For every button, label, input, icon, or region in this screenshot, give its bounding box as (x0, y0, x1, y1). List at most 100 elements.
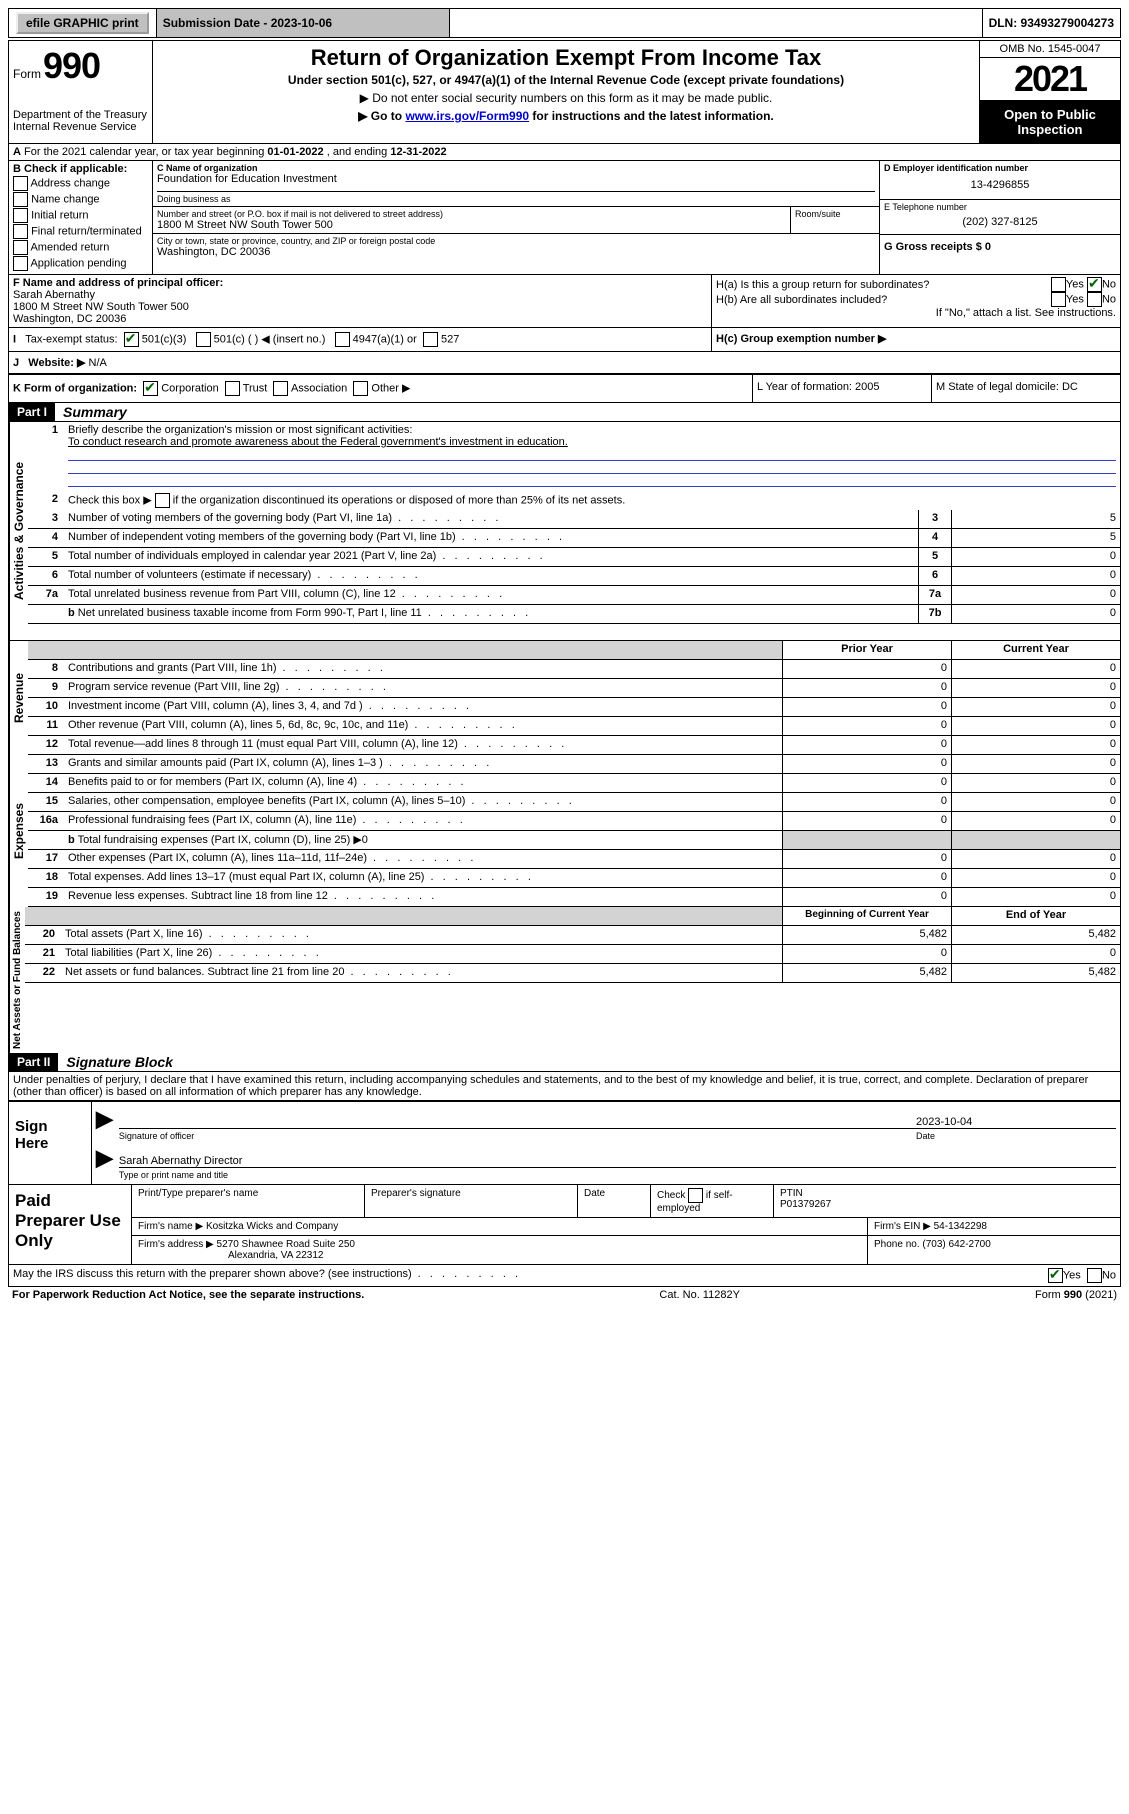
line-desc: Number of voting members of the governin… (64, 510, 918, 528)
section-c: C Name of organization Foundation for Ed… (153, 161, 880, 274)
line-desc: Contributions and grants (Part VIII, lin… (64, 660, 782, 678)
opt-address-change: Address change (30, 177, 110, 189)
opt-initial-return: Initial return (31, 209, 88, 221)
section-d-label: D Employer identification number (884, 163, 1116, 173)
section-k-label: K Form of organization: (13, 382, 137, 394)
omb-number: OMB No. 1545-0047 (980, 41, 1120, 58)
checkbox-self-employed[interactable] (688, 1188, 703, 1203)
checkbox-amended-return[interactable] (13, 240, 28, 255)
checkbox-assoc[interactable] (273, 381, 288, 396)
opt-trust: Trust (243, 382, 268, 394)
checkbox-501c[interactable] (196, 332, 211, 347)
ha-no: No (1102, 278, 1116, 290)
section-c-label: C Name of organization (157, 163, 875, 173)
checkbox-ha-no[interactable] (1087, 277, 1102, 292)
col-ref: 7a (918, 586, 951, 604)
col-current: 0 (951, 888, 1120, 906)
discuss-text: May the IRS discuss this return with the… (13, 1268, 519, 1283)
line-desc: Net assets or fund balances. Subtract li… (61, 964, 782, 982)
ha-yes: Yes (1066, 278, 1084, 290)
org-name: Foundation for Education Investment (157, 173, 875, 185)
col-current: 0 (951, 945, 1120, 963)
prep-date-header: Date (578, 1185, 651, 1217)
opt-final-return: Final return/terminated (31, 225, 142, 237)
ptin-value: P01379267 (780, 1199, 831, 1210)
line-num: 18 (28, 869, 64, 887)
addr-label: Number and street (or P.O. box if mail i… (157, 209, 786, 219)
col-end-header: End of Year (951, 907, 1120, 925)
efile-print-button[interactable]: efile GRAPHIC print (16, 12, 149, 34)
table-row: 6Total number of volunteers (estimate if… (28, 567, 1120, 586)
line-desc: Total revenue—add lines 8 through 11 (mu… (64, 736, 782, 754)
line-num: 17 (28, 850, 64, 868)
checkbox-discuss-no[interactable] (1087, 1268, 1102, 1283)
hc-label: H(c) Group exemption number ▶ (716, 333, 886, 345)
line-num: 8 (28, 660, 64, 678)
col-current: 0 (951, 660, 1120, 678)
line-num: 7a (28, 586, 64, 604)
col-value: 0 (951, 605, 1120, 623)
col-current: 0 (951, 717, 1120, 735)
checkbox-ha-yes[interactable] (1051, 277, 1066, 292)
col-prior: 0 (782, 793, 951, 811)
col-prior: 0 (782, 736, 951, 754)
line-desc: Total liabilities (Part X, line 26) (61, 945, 782, 963)
checkbox-name-change[interactable] (13, 192, 28, 207)
room-label: Room/suite (795, 209, 875, 219)
col-current: 0 (951, 850, 1120, 868)
checkbox-application-pending[interactable] (13, 256, 28, 271)
paid-preparer-block: Paid Preparer Use Only Print/Type prepar… (8, 1185, 1121, 1265)
section-f: F Name and address of principal officer:… (9, 275, 712, 327)
phone-value: (703) 642-2700 (922, 1239, 990, 1250)
checkbox-corp[interactable] (143, 381, 158, 396)
col-value: 0 (951, 567, 1120, 585)
checkbox-final-return[interactable] (13, 224, 28, 239)
checkbox-address-change[interactable] (13, 176, 28, 191)
firm-name-value: Kositzka Wicks and Company (206, 1221, 338, 1232)
irs-link[interactable]: www.irs.gov/Form990 (405, 109, 529, 123)
opt-501c3: 501(c)(3) (142, 333, 187, 345)
col-prior: 0 (782, 945, 951, 963)
line-num: 21 (25, 945, 61, 963)
checkbox-other[interactable] (353, 381, 368, 396)
line1-desc: Briefly describe the organization's miss… (64, 422, 1120, 491)
ssn-note: ▶ Do not enter social security numbers o… (159, 91, 973, 105)
checkbox-hb-no[interactable] (1087, 292, 1102, 307)
line-a-prefix: A (13, 146, 21, 158)
line-num (28, 831, 64, 849)
col-ref: 7b (918, 605, 951, 623)
section-m: M State of legal domicile: DC (932, 375, 1120, 402)
line-a-text: For the 2021 calendar year, or tax year … (24, 146, 267, 158)
checkbox-527[interactable] (423, 332, 438, 347)
org-address: 1800 M Street NW South Tower 500 (157, 219, 786, 231)
prep-sig-header: Preparer's signature (365, 1185, 578, 1217)
sign-date-value: 2023-10-04 (916, 1116, 1116, 1128)
checkbox-hb-yes[interactable] (1051, 292, 1066, 307)
line-desc: Revenue less expenses. Subtract line 18 … (64, 888, 782, 906)
checkbox-initial-return[interactable] (13, 208, 28, 223)
opt-assoc: Association (291, 382, 347, 394)
section-i: I Tax-exempt status: 501(c)(3) 501(c) ( … (9, 328, 712, 351)
checkbox-discontinued[interactable] (155, 493, 170, 508)
officer-addr2: Washington, DC 20036 (13, 313, 707, 325)
col-value: 5 (951, 529, 1120, 547)
irs-label: Internal Revenue Service (13, 121, 148, 133)
line-a: A For the 2021 calendar year, or tax yea… (9, 144, 1120, 161)
line1-label: Briefly describe the organization's miss… (68, 424, 412, 436)
submission-date: Submission Date - 2023-10-06 (163, 16, 332, 30)
line-desc: Salaries, other compensation, employee b… (64, 793, 782, 811)
rot-expenses: Expenses (9, 755, 28, 907)
rot-net-assets: Net Assets or Fund Balances (9, 907, 25, 1053)
form-label: Form (13, 67, 41, 81)
table-row: 7aTotal unrelated business revenue from … (28, 586, 1120, 605)
checkbox-discuss-yes[interactable] (1048, 1268, 1063, 1283)
checkbox-501c3[interactable] (124, 332, 139, 347)
line-num: 16a (28, 812, 64, 830)
officer-sign-name: Sarah Abernathy Director (119, 1155, 243, 1167)
table-row: 3Number of voting members of the governi… (28, 510, 1120, 529)
line-desc: Program service revenue (Part VIII, line… (64, 679, 782, 697)
table-row: 9Program service revenue (Part VIII, lin… (28, 679, 1120, 698)
table-row: 17Other expenses (Part IX, column (A), l… (28, 850, 1120, 869)
checkbox-4947[interactable] (335, 332, 350, 347)
checkbox-trust[interactable] (225, 381, 240, 396)
